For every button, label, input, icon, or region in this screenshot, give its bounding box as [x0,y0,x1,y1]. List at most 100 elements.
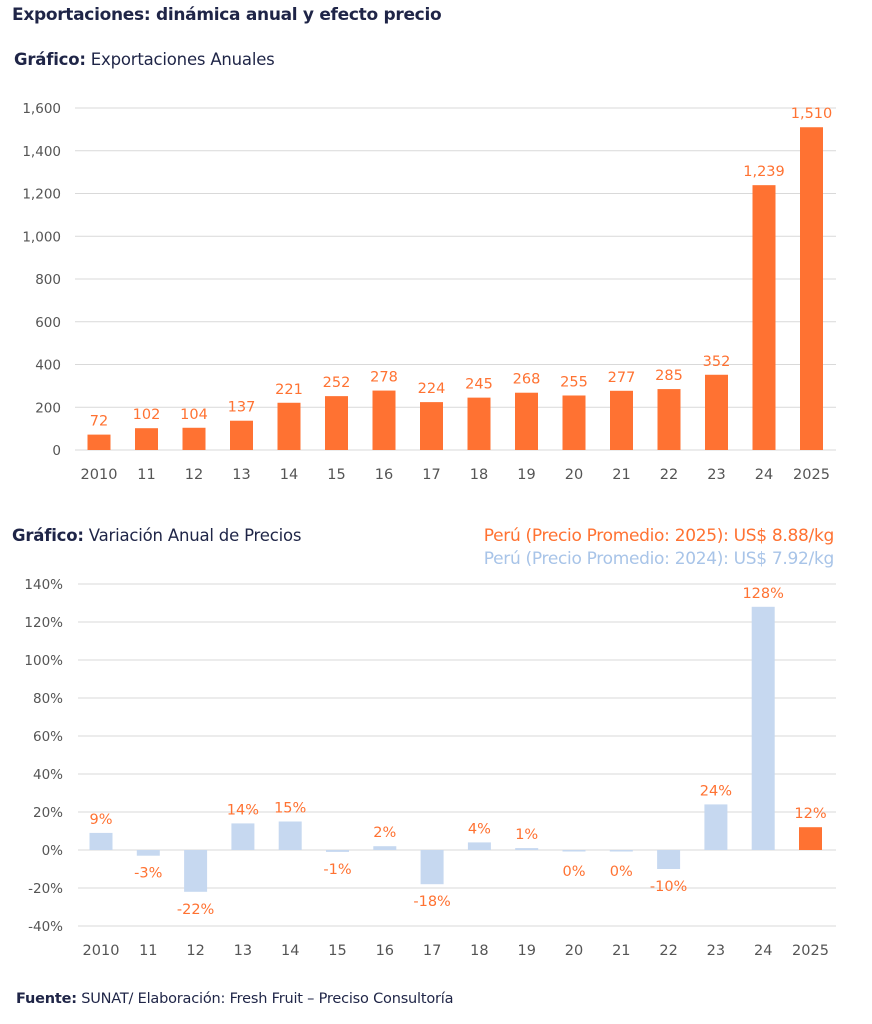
y-tick-label: 1,400 [22,144,61,160]
x-tick-label: 17 [423,943,441,959]
bar-13 [231,823,255,850]
x-tick-label: 2025 [793,467,830,483]
x-tick-label: 13 [232,467,250,483]
data-label-24: 1,239 [743,164,785,180]
bar-11 [136,850,160,856]
data-label-12: -22% [177,902,214,918]
x-tick-label: 19 [517,467,535,483]
bar-16 [373,846,397,850]
x-tick-label: 21 [612,943,630,959]
bar-24 [751,606,775,850]
data-label-2025: 12% [794,806,826,822]
data-label-14: 221 [275,382,303,398]
bar-13 [230,420,253,450]
x-tick-label: 20 [565,943,583,959]
data-label-19: 1% [515,827,538,843]
x-tick-label: 18 [470,467,488,483]
data-label-16: 278 [370,370,398,386]
bar-14 [278,821,302,850]
data-label-13: 137 [228,400,256,416]
x-tick-label: 16 [376,943,394,959]
x-tick-label: 23 [707,943,725,959]
x-tick-label: 22 [659,943,677,959]
y-tick-label: 600 [35,315,61,331]
x-tick-label: 19 [517,943,535,959]
bar-14 [277,402,301,450]
bar-12 [182,427,206,450]
bar-23 [705,374,728,450]
y-tick-label: 1,600 [22,101,61,117]
y-tick-label: 140% [24,577,63,593]
bar-21 [609,850,633,852]
data-label-21: 277 [608,370,636,386]
data-label-18: 4% [468,821,491,837]
x-tick-label: 17 [422,467,440,483]
data-label-12: 104 [180,407,208,423]
data-label-17: -18% [413,894,450,910]
y-tick-label: 120% [24,615,63,631]
data-label-11: 102 [133,407,161,423]
data-label-23: 24% [700,783,732,799]
bar-2010 [89,832,113,850]
footer-text: SUNAT/ Elaboración: Fresh Fruit – Precis… [76,991,454,1007]
y-tick-label: 800 [35,272,61,288]
data-label-15: 252 [323,375,351,391]
bar-15 [326,850,349,852]
data-label-23: 352 [703,354,731,370]
source-footer: Fuente: SUNAT/ Elaboración: Fresh Fruit … [16,991,454,1007]
bar-2010 [87,434,111,450]
bar-20 [562,850,586,852]
x-tick-label: 16 [375,467,393,483]
exports-bar-chart: 0 200 400 600 800 1,000 1,200 1,400 1,600 72 2010 1… [22,101,836,483]
data-label-2010: 9% [89,812,112,828]
x-tick-label: 22 [660,467,678,483]
x-tick-label: 12 [186,943,204,959]
y-tick-label: 80% [33,691,63,707]
x-tick-label: 14 [280,467,298,483]
data-label-20: 255 [560,374,588,390]
bar-17 [420,402,443,450]
chart-title-prefix: Gráfico: [14,50,86,69]
y-tick-label: 40% [33,767,63,783]
x-tick-label: 13 [234,943,252,959]
bar-23 [704,804,728,850]
y-tick-label: 0 [52,443,61,459]
data-label-20: 0% [562,864,585,880]
y-tick-label: -20% [28,881,63,897]
x-tick-label: 2010 [81,467,118,483]
x-tick-label: 24 [754,943,772,959]
bar-21 [610,390,633,450]
x-tick-label: 12 [185,467,203,483]
bar-24 [752,185,776,450]
data-label-22: 285 [655,368,683,384]
x-tick-label: 21 [612,467,630,483]
bar-2025 [799,827,822,850]
bar-18 [467,842,491,850]
bar-22 [657,389,681,450]
x-tick-label: 11 [137,467,155,483]
bar-22 [657,850,681,869]
data-label-2025: 1,510 [791,106,833,122]
y-tick-label: 1,000 [22,229,61,245]
x-tick-label: 2010 [83,943,120,959]
x-tick-label: 15 [328,943,346,959]
y-tick-label: 200 [35,400,61,416]
data-label-13: 14% [227,802,259,818]
data-label-21: 0% [610,864,633,880]
page-title: Exportaciones: dinámica anual y efecto p… [12,5,442,25]
y-tick-label: 1,200 [22,187,61,203]
x-tick-label: 11 [139,943,157,959]
bar-20 [562,395,586,450]
y-tick-label: 400 [35,358,61,374]
x-tick-label: 15 [327,467,345,483]
x-tick-label: 24 [755,467,773,483]
data-label-19: 268 [513,372,541,388]
data-label-15: -1% [323,862,351,878]
data-label-14: 15% [274,801,306,817]
bar-2025 [800,127,823,451]
legend-price-2025: Perú (Precio Promedio: 2025): US$ 8.88/k… [483,526,835,546]
data-label-16: 2% [373,825,396,841]
chart-title-text: Exportaciones Anuales [85,50,275,69]
data-label-17: 224 [418,381,446,397]
data-label-18: 245 [465,377,493,393]
